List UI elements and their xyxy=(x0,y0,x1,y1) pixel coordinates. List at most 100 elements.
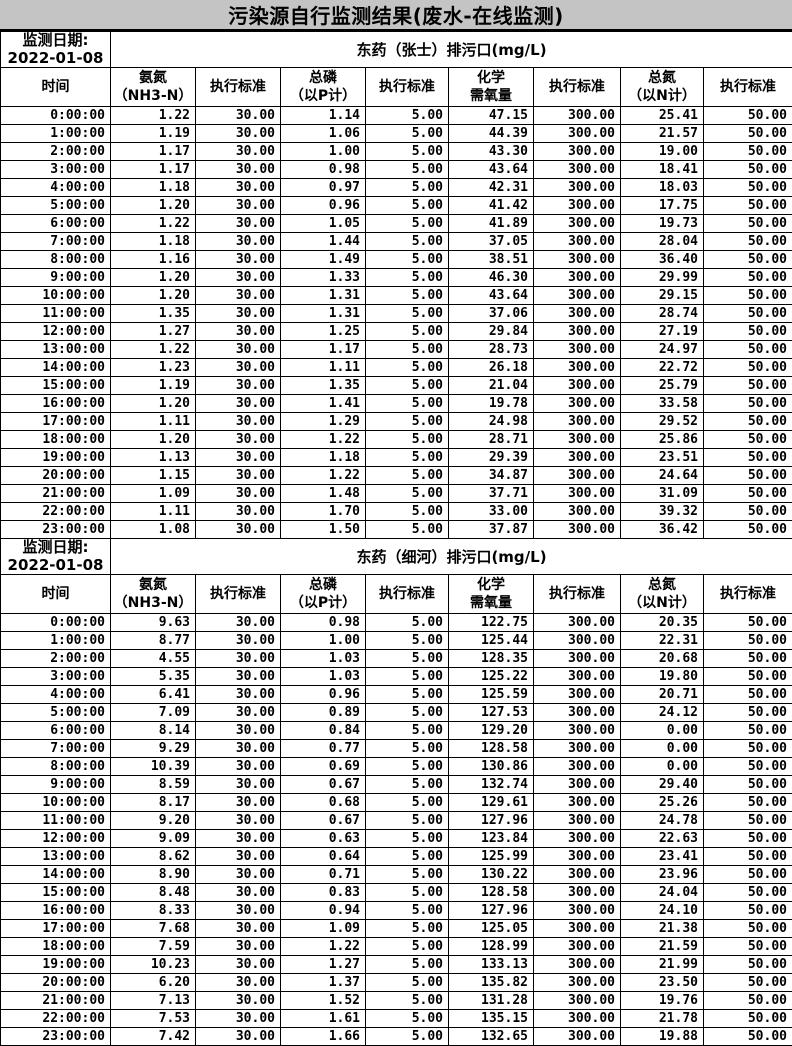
value-cell: 5.00 xyxy=(365,1009,449,1028)
value-cell: 29.15 xyxy=(620,286,704,305)
value-cell: 50.00 xyxy=(703,484,792,503)
value-cell: 8.62 xyxy=(110,847,196,866)
value-cell: 6.41 xyxy=(110,685,196,704)
value-cell: 23.96 xyxy=(620,865,704,884)
value-cell: 50.00 xyxy=(703,412,792,431)
value-cell: 1.37 xyxy=(280,973,366,992)
time-cell: 9:00:00 xyxy=(0,268,111,287)
value-cell: 1.19 xyxy=(110,124,196,143)
time-cell: 2:00:00 xyxy=(0,649,111,668)
value-cell: 300.00 xyxy=(533,613,621,632)
value-cell: 129.61 xyxy=(448,793,534,812)
value-cell: 19.78 xyxy=(448,394,534,413)
value-cell: 0.77 xyxy=(280,739,366,758)
outlet-title: 东药（细河）排污口(mg/L) xyxy=(110,538,792,575)
value-cell: 30.00 xyxy=(195,973,281,992)
value-cell: 300.00 xyxy=(533,358,621,377)
time-cell: 11:00:00 xyxy=(0,304,111,323)
value-cell: 29.52 xyxy=(620,412,704,431)
value-cell: 50.00 xyxy=(703,955,792,974)
time-cell: 22:00:00 xyxy=(0,1009,111,1028)
value-cell: 1.20 xyxy=(110,268,196,287)
value-cell: 50.00 xyxy=(703,232,792,251)
table-row: 14:00:00 1.23 30.00 1.11 5.00 26.18 300.00 22.7… xyxy=(0,358,792,377)
value-cell: 22.31 xyxy=(620,631,704,650)
value-cell: 30.00 xyxy=(195,865,281,884)
value-cell: 50.00 xyxy=(703,631,792,650)
value-cell: 5.00 xyxy=(365,775,449,794)
time-cell: 11:00:00 xyxy=(0,811,111,830)
value-cell: 1.35 xyxy=(110,304,196,323)
value-cell: 7.42 xyxy=(110,1027,196,1046)
value-cell: 6.20 xyxy=(110,973,196,992)
time-cell: 23:00:00 xyxy=(0,520,111,539)
table-row: 13:00:00 8.62 30.00 0.64 5.00 125.99 300.00 23.… xyxy=(0,847,792,866)
time-cell: 3:00:00 xyxy=(0,160,111,179)
value-cell: 132.65 xyxy=(448,1027,534,1046)
column-header: 化学 需氧量 xyxy=(448,574,534,614)
table-row: 19:00:00 10.23 30.00 1.27 5.00 133.13 300.00 21… xyxy=(0,955,792,974)
value-cell: 50.00 xyxy=(703,703,792,722)
value-cell: 125.99 xyxy=(448,847,534,866)
value-cell: 24.64 xyxy=(620,466,704,485)
value-cell: 129.20 xyxy=(448,721,534,740)
time-cell: 1:00:00 xyxy=(0,631,111,650)
value-cell: 50.00 xyxy=(703,973,792,992)
value-cell: 5.00 xyxy=(365,991,449,1010)
value-cell: 1.05 xyxy=(280,214,366,233)
value-cell: 24.78 xyxy=(620,811,704,830)
value-cell: 19.80 xyxy=(620,667,704,686)
time-cell: 15:00:00 xyxy=(0,883,111,902)
value-cell: 0.63 xyxy=(280,829,366,848)
value-cell: 21.99 xyxy=(620,955,704,974)
time-cell: 6:00:00 xyxy=(0,214,111,233)
value-cell: 21.57 xyxy=(620,124,704,143)
monitor-date-label: 监测日期: xyxy=(22,31,89,50)
value-cell: 30.00 xyxy=(195,124,281,143)
value-cell: 1.00 xyxy=(280,631,366,650)
value-cell: 300.00 xyxy=(533,685,621,704)
value-cell: 30.00 xyxy=(195,937,281,956)
value-cell: 300.00 xyxy=(533,955,621,974)
time-cell: 2:00:00 xyxy=(0,142,111,161)
time-cell: 13:00:00 xyxy=(0,847,111,866)
value-cell: 5.00 xyxy=(365,685,449,704)
table-row: 12:00:00 9.09 30.00 0.63 5.00 123.84 300.00 22.… xyxy=(0,829,792,848)
value-cell: 50.00 xyxy=(703,268,792,287)
table-row: 13:00:00 1.22 30.00 1.17 5.00 28.73 300.00 24.9… xyxy=(0,340,792,359)
monitor-date-value: 2022-01-08 xyxy=(7,48,104,67)
value-cell: 8.77 xyxy=(110,631,196,650)
value-cell: 30.00 xyxy=(195,502,281,521)
value-cell: 0.94 xyxy=(280,901,366,920)
value-cell: 0.00 xyxy=(620,757,704,776)
value-cell: 132.74 xyxy=(448,775,534,794)
table-section-zhangshi: 监测日期: 2022-01-08 东药（张士）排污口(mg/L) 时间 氨氮 （NH… xyxy=(0,31,792,107)
table-row: 6:00:00 1.22 30.00 1.05 5.00 41.89 300.00 19.73… xyxy=(0,214,792,233)
value-cell: 300.00 xyxy=(533,973,621,992)
value-cell: 1.15 xyxy=(110,466,196,485)
value-cell: 5.00 xyxy=(365,883,449,902)
value-cell: 300.00 xyxy=(533,631,621,650)
value-cell: 1.11 xyxy=(110,412,196,431)
value-cell: 1.18 xyxy=(280,448,366,467)
time-cell: 9:00:00 xyxy=(0,775,111,794)
table-row: 0:00:00 9.63 30.00 0.98 5.00 122.75 300.00 20.3… xyxy=(0,613,792,632)
value-cell: 30.00 xyxy=(195,484,281,503)
value-cell: 30.00 xyxy=(195,775,281,794)
value-cell: 5.00 xyxy=(365,196,449,215)
value-cell: 50.00 xyxy=(703,1027,792,1046)
value-cell: 130.22 xyxy=(448,865,534,884)
value-cell: 0.96 xyxy=(280,196,366,215)
value-cell: 5.00 xyxy=(365,520,449,539)
value-cell: 25.86 xyxy=(620,430,704,449)
time-cell: 0:00:00 xyxy=(0,106,111,125)
time-cell: 18:00:00 xyxy=(0,430,111,449)
value-cell: 18.41 xyxy=(620,160,704,179)
value-cell: 300.00 xyxy=(533,502,621,521)
value-cell: 300.00 xyxy=(533,340,621,359)
time-cell: 20:00:00 xyxy=(0,466,111,485)
value-cell: 0.98 xyxy=(280,160,366,179)
value-cell: 50.00 xyxy=(703,919,792,938)
value-cell: 37.71 xyxy=(448,484,534,503)
value-cell: 5.00 xyxy=(365,973,449,992)
